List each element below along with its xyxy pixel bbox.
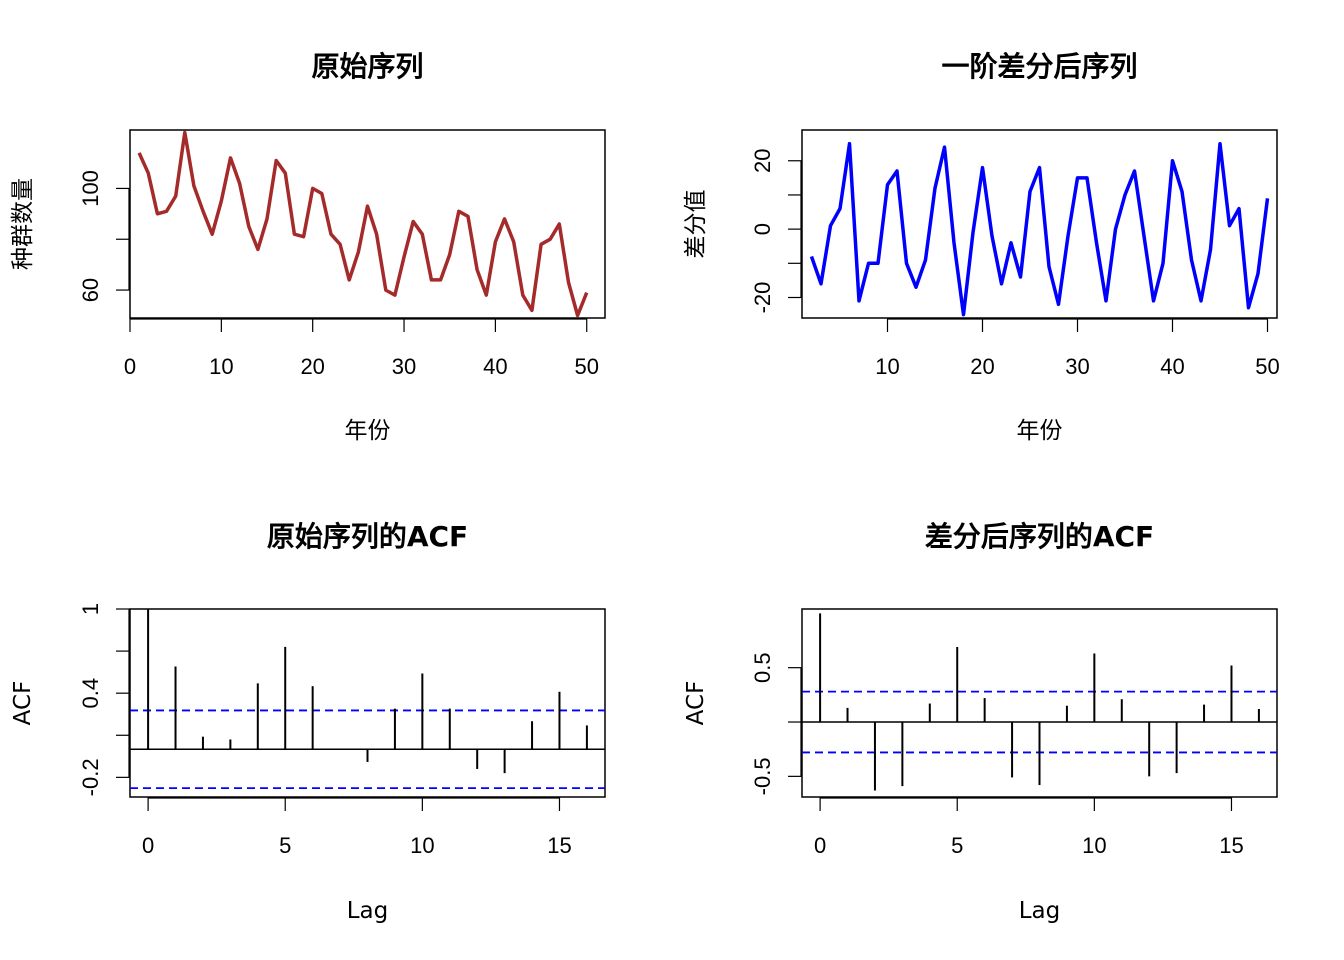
series-line xyxy=(137,130,589,318)
x-tick-label: 15 xyxy=(1219,833,1243,858)
x-tick-label: 10 xyxy=(1082,833,1106,858)
plot-frame xyxy=(801,129,1278,319)
chart-title: 一阶差分后序列 xyxy=(941,50,1137,83)
y-axis-label: 种群数量 xyxy=(10,178,36,270)
y-tick-label: 60 xyxy=(78,278,103,302)
x-tick-label: 0 xyxy=(124,354,136,379)
x-tick-label: 30 xyxy=(392,354,416,379)
y-tick-label: -0.5 xyxy=(750,757,775,795)
y-axis-label: ACF xyxy=(10,681,36,726)
x-axis-label: 年份 xyxy=(345,418,391,444)
y-tick-label: 100 xyxy=(78,170,103,207)
x-tick-label: 0 xyxy=(142,833,154,858)
y-tick-label: 1 xyxy=(78,603,103,615)
x-axis-label: Lag xyxy=(1019,898,1061,924)
x-tick-label: 40 xyxy=(483,354,507,379)
x-tick-label: 5 xyxy=(279,833,291,858)
x-tick-label: 40 xyxy=(1160,354,1184,379)
x-tick-label: 0 xyxy=(814,833,826,858)
y-tick-label: 0.4 xyxy=(78,678,103,709)
chart-title: 原始序列的ACF xyxy=(267,520,468,553)
y-tick-label: 0.5 xyxy=(750,652,775,683)
x-tick-label: 50 xyxy=(1255,354,1279,379)
x-tick-label: 5 xyxy=(951,833,963,858)
chart-title: 差分后序列的ACF xyxy=(925,520,1154,553)
x-axis-label: Lag xyxy=(347,898,389,924)
plot-frame xyxy=(801,608,1278,798)
plot-frame xyxy=(129,608,606,798)
y-tick-label: -20 xyxy=(750,282,775,314)
x-tick-label: 30 xyxy=(1065,354,1089,379)
panel-3: 原始序列的ACF Lag ACF 0 5 10 15 -0.2 0.4 1 xyxy=(10,520,606,924)
y-axis-label: 差分值 xyxy=(683,190,709,259)
plot-frame xyxy=(129,129,606,319)
x-tick-label: 20 xyxy=(970,354,994,379)
x-tick-label: 20 xyxy=(300,354,324,379)
y-tick-label: 0 xyxy=(750,223,775,235)
x-tick-label: 10 xyxy=(875,354,899,379)
y-axis-label: ACF xyxy=(683,681,709,726)
chart-title: 原始序列 xyxy=(311,50,423,83)
series-line xyxy=(809,141,1270,317)
x-tick-label: 50 xyxy=(574,354,598,379)
x-tick-label: 10 xyxy=(410,833,434,858)
x-tick-label: 10 xyxy=(209,354,233,379)
y-tick-label: -0.2 xyxy=(78,758,103,796)
x-axis-label: 年份 xyxy=(1017,418,1063,444)
y-tick-label: 20 xyxy=(750,149,775,173)
x-tick-label: 15 xyxy=(547,833,571,858)
panel-4: 差分后序列的ACF Lag ACF 0 5 10 15 -0.5 0.5 xyxy=(683,520,1278,924)
